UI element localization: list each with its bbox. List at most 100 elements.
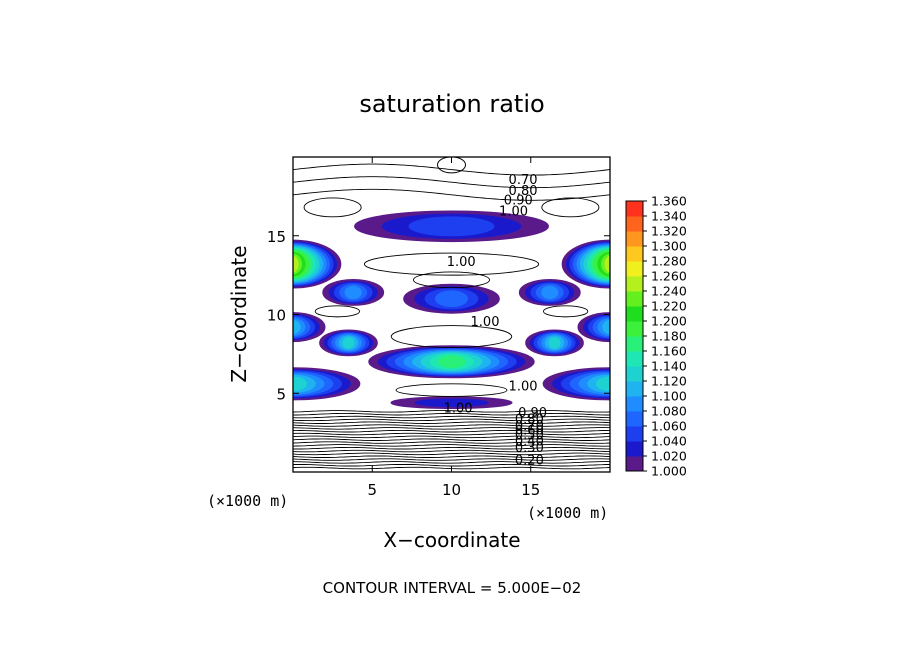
x-unit-right: (×1000 m)	[527, 504, 608, 522]
x-unit-left: (×1000 m)	[207, 492, 288, 510]
plot-background	[293, 157, 610, 472]
saturation-fill	[602, 320, 610, 335]
contour-line	[363, 252, 540, 276]
contour-line	[293, 427, 610, 430]
contour-line	[293, 444, 610, 447]
colorbar-swatch	[626, 231, 643, 247]
saturation-fill	[344, 285, 362, 300]
contour-label: 1.00	[447, 255, 476, 270]
contour-labels-layer: 0.700.800.901.001.001.001.001.00 0.900.80…	[444, 173, 547, 468]
saturation-1.00-contour	[561, 239, 610, 289]
contour-line	[293, 415, 610, 419]
contour-label: 1.00	[444, 401, 473, 416]
colorbar-swatch	[626, 441, 643, 457]
contour-line	[293, 452, 610, 456]
colorbar-swatch	[626, 426, 643, 442]
contour-label: 1.00	[471, 315, 500, 330]
colorbar-swatch	[626, 456, 643, 472]
x-tick-label: 5	[367, 481, 377, 499]
colorbar-label: 1.280	[651, 254, 687, 269]
contour-label: 0.80	[509, 184, 538, 199]
contour-label: 0.70	[509, 173, 538, 188]
contour-line	[293, 410, 610, 413]
contour-line	[293, 449, 610, 453]
saturation-fill-layer	[293, 210, 610, 410]
saturation-1.00-contour	[322, 279, 385, 306]
contour-line	[395, 383, 508, 397]
colorbar-label: 1.120	[651, 374, 687, 389]
colorbar-label: 1.300	[651, 239, 687, 254]
colorbar-label: 1.260	[651, 269, 687, 284]
contour-line	[293, 432, 610, 436]
colorbar-label: 1.000	[651, 464, 687, 479]
saturation-fill	[408, 216, 495, 237]
x-tick-label: 15	[521, 481, 540, 499]
contour-label: 0.30	[515, 441, 544, 456]
contour-line	[293, 429, 610, 433]
contour-label: 0.50	[515, 428, 544, 443]
contour-label: 0.90	[504, 194, 533, 209]
contour-line	[293, 424, 610, 427]
contour-label: 0.90	[518, 406, 547, 421]
contour-interval-footer: CONTOUR INTERVAL = 5.000E−02	[323, 579, 582, 597]
contour-line	[293, 163, 610, 176]
colorbar-label: 1.100	[651, 389, 687, 404]
saturation-fill	[293, 376, 308, 392]
colorbar-swatch	[626, 336, 643, 352]
y-tick-label: 10	[267, 307, 286, 325]
contour-line	[293, 438, 610, 441]
colorbar-label: 1.200	[651, 314, 687, 329]
contour-line	[293, 176, 610, 189]
y-axis-label: Z−coordinate	[227, 245, 251, 382]
saturation-1.00-contour	[518, 279, 581, 306]
colorbar-label: 1.060	[651, 419, 687, 434]
colorbar-label: 1.220	[651, 299, 687, 314]
contour-line	[542, 305, 589, 318]
contour-line	[303, 197, 362, 218]
colorbar-label: 1.340	[651, 209, 687, 224]
colorbar-swatch	[626, 411, 643, 427]
contour-line	[293, 441, 610, 444]
saturation-fill	[434, 290, 469, 308]
contour-line	[293, 188, 610, 201]
x-tick-label: 10	[442, 481, 461, 499]
saturation-1.00-contour	[293, 312, 326, 343]
chart-title: saturation ratio	[359, 90, 544, 118]
colorbar-swatch	[626, 276, 643, 292]
colorbar: 1.0001.0201.0401.0601.0801.1001.1201.140…	[625, 194, 687, 479]
contour-label: 0.60	[515, 423, 544, 438]
colorbar-swatch	[626, 321, 643, 337]
contour-line	[437, 157, 466, 174]
contour-line	[293, 446, 610, 450]
colorbar-swatch	[626, 291, 643, 307]
saturation-fill	[293, 255, 299, 273]
colorbar-swatch	[626, 396, 643, 412]
colorbar-swatch	[626, 216, 643, 232]
x-axis-ticks: 5 10 15	[367, 157, 540, 499]
x-axis-label: X−coordinate	[383, 528, 520, 552]
colorbar-label: 1.080	[651, 404, 687, 419]
colorbar-label: 1.360	[651, 194, 687, 209]
contour-label: 0.70	[515, 419, 544, 434]
colorbar-swatch	[626, 351, 643, 367]
contour-line	[293, 418, 610, 422]
contour-line	[293, 421, 610, 424]
contour-line	[390, 325, 513, 349]
colorbar-label: 1.180	[651, 329, 687, 344]
colorbar-label: 1.240	[651, 284, 687, 299]
saturation-fill	[342, 337, 355, 349]
y-axis-ticks: 5 10 15	[267, 228, 610, 403]
contour-label: 0.80	[515, 412, 544, 427]
contour-line	[314, 305, 361, 318]
contour-line	[541, 197, 600, 218]
colorbar-label: 1.020	[651, 449, 687, 464]
contour-line	[293, 435, 610, 439]
saturation-1.00-contour	[319, 329, 378, 357]
contour-label: 1.00	[509, 379, 538, 394]
contour-label: 1.00	[499, 205, 528, 220]
colorbar-swatch	[626, 246, 643, 262]
contour-line	[413, 271, 490, 289]
saturation-1.00-contour	[368, 345, 535, 379]
contour-line	[293, 412, 610, 416]
